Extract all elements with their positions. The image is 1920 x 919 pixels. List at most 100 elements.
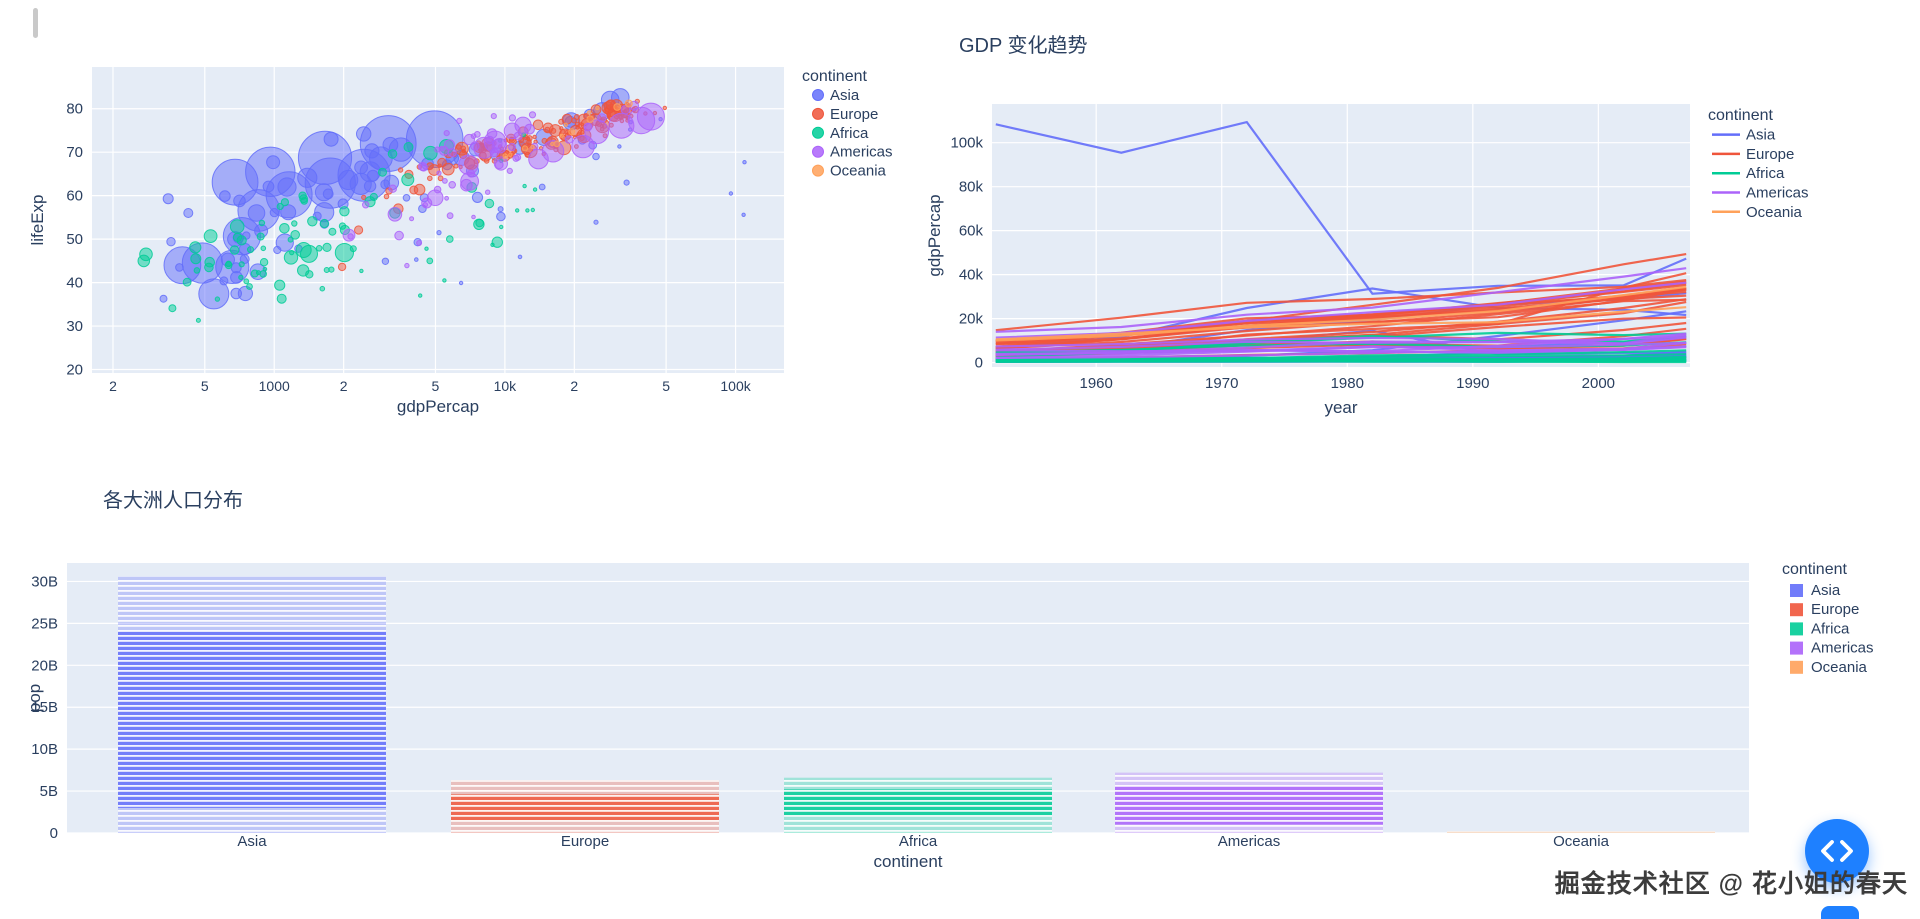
bubble-turkey[interactable]: [413, 183, 426, 196]
bubble-thailand[interactable]: [366, 169, 379, 182]
bubble-australia[interactable]: [553, 140, 561, 148]
bubble-argentina[interactable]: [448, 181, 457, 189]
bubble-tanzania[interactable]: [236, 235, 247, 246]
bubble-ghana[interactable]: [276, 202, 284, 211]
bubble-norway[interactable]: [662, 105, 667, 111]
bubble-mozambique[interactable]: [250, 269, 259, 278]
bubble-south-korea[interactable]: [273, 245, 282, 255]
bubble-vietnam[interactable]: [323, 131, 339, 147]
bubble-morocco[interactable]: [315, 245, 323, 252]
bubble-libya[interactable]: [522, 183, 527, 189]
bubble-bulgaria[interactable]: [361, 194, 367, 200]
bubble-iraq[interactable]: [414, 257, 419, 262]
bubble-cuba[interactable]: [490, 113, 497, 120]
bubble-south-africa[interactable]: [446, 235, 454, 243]
bubble-australia[interactable]: [624, 99, 633, 108]
bubble-egypt[interactable]: [322, 242, 332, 252]
bubble-portugal[interactable]: [550, 127, 557, 134]
bubble-myanmar[interactable]: [175, 263, 184, 272]
legend-item-americas[interactable]: Americas: [812, 144, 893, 161]
bubble-congo-dem-rep[interactable]: [246, 283, 253, 290]
line-venezuela[interactable]: [995, 336, 1687, 348]
bubble-chile[interactable]: [508, 114, 517, 122]
bubble-kuwait[interactable]: [728, 191, 734, 196]
bar-americas[interactable]: [1115, 772, 1383, 833]
bubble-bangladesh[interactable]: [247, 204, 266, 222]
bubble-greece[interactable]: [544, 126, 551, 133]
bubble-gabon[interactable]: [490, 242, 495, 248]
bubble-myanmar[interactable]: [262, 180, 275, 193]
bubble-saudi-arabia[interactable]: [592, 152, 600, 161]
bubble-denmark[interactable]: [580, 129, 585, 135]
bubble-cuba[interactable]: [443, 130, 450, 137]
bubble-congo-dem-rep[interactable]: [229, 245, 240, 255]
bubble-vietnam[interactable]: [266, 155, 281, 170]
bubble-morocco[interactable]: [338, 222, 347, 230]
bubble-finland[interactable]: [564, 130, 569, 135]
bubble-argentina[interactable]: [466, 169, 476, 178]
bubble-portugal[interactable]: [573, 114, 580, 120]
line-australia[interactable]: [995, 285, 1687, 342]
bubble-egypt[interactable]: [305, 270, 314, 279]
bubble-mexico[interactable]: [460, 178, 473, 192]
bubble-nigeria[interactable]: [334, 243, 354, 263]
bubble-new-zealand[interactable]: [595, 105, 600, 111]
legend-item-asia[interactable]: Asia: [1712, 127, 1776, 144]
bubble-sudan[interactable]: [349, 245, 357, 253]
bubble-canada[interactable]: [597, 113, 607, 123]
bubble-mozambique[interactable]: [224, 261, 233, 270]
bubble-chile[interactable]: [528, 111, 537, 119]
bubble-portugal[interactable]: [383, 193, 390, 200]
bubble-philippines[interactable]: [354, 160, 369, 175]
bubble-gabon[interactable]: [530, 207, 535, 213]
bubble-peru[interactable]: [447, 148, 457, 158]
bubble-kuwait[interactable]: [741, 212, 746, 218]
bubble-myanmar[interactable]: [183, 208, 194, 218]
bubble-pakistan[interactable]: [338, 169, 359, 191]
bubble-congo-dem-rep[interactable]: [190, 253, 202, 265]
bubble-greece[interactable]: [397, 167, 404, 173]
bubble-vietnam[interactable]: [356, 126, 372, 142]
bubble-gabon[interactable]: [525, 208, 530, 213]
bubble-egypt[interactable]: [423, 145, 438, 161]
bar-europe[interactable]: [451, 780, 719, 833]
line-chile[interactable]: [995, 332, 1687, 355]
legend-item-americas[interactable]: Americas: [1790, 640, 1874, 657]
bubble-peru[interactable]: [419, 163, 428, 172]
bubble-saudi-arabia[interactable]: [458, 280, 464, 286]
bubble-sudan[interactable]: [328, 227, 337, 236]
bubble-peru[interactable]: [470, 141, 480, 151]
bubble-new-zealand[interactable]: [530, 144, 535, 150]
bubble-south-africa[interactable]: [426, 257, 434, 265]
bubble-peru[interactable]: [416, 240, 423, 246]
legend-item-europe[interactable]: Europe: [1712, 146, 1794, 163]
bubble-brazil[interactable]: [387, 207, 403, 222]
bubble-venezuela[interactable]: [485, 189, 491, 195]
line-mozambique[interactable]: [995, 359, 1687, 363]
legend-item-oceania[interactable]: Oceania: [1712, 204, 1803, 221]
bubble-vietnam[interactable]: [233, 194, 246, 208]
bubble-gabon[interactable]: [442, 278, 447, 283]
bubble-venezuela[interactable]: [485, 135, 495, 145]
legend-item-africa[interactable]: Africa: [1712, 165, 1785, 182]
bubble-myanmar[interactable]: [166, 237, 176, 247]
bubble-peru[interactable]: [404, 262, 410, 269]
bubble-bulgaria[interactable]: [455, 144, 462, 150]
legend-item-oceania[interactable]: Oceania: [1790, 659, 1868, 676]
bubble-portugal[interactable]: [427, 175, 433, 182]
bubble-venezuela[interactable]: [506, 167, 513, 174]
bar-oceania[interactable]: [1447, 831, 1715, 833]
bubble-sudan[interactable]: [339, 206, 350, 217]
bubble-colombia[interactable]: [362, 201, 370, 209]
line-united-states[interactable]: [995, 267, 1687, 333]
bubble-iraq[interactable]: [538, 183, 546, 191]
bubble-ghana[interactable]: [258, 219, 266, 227]
bubble-cuba[interactable]: [444, 195, 450, 201]
bubble-vietnam[interactable]: [219, 276, 229, 286]
bubble-morocco[interactable]: [387, 149, 398, 159]
bubble-south-africa[interactable]: [473, 218, 485, 231]
bubble-ethiopia[interactable]: [203, 229, 218, 244]
bubble-thailand[interactable]: [322, 188, 334, 200]
bubble-tanzania[interactable]: [238, 274, 244, 281]
bubble-nigeria[interactable]: [274, 279, 286, 291]
